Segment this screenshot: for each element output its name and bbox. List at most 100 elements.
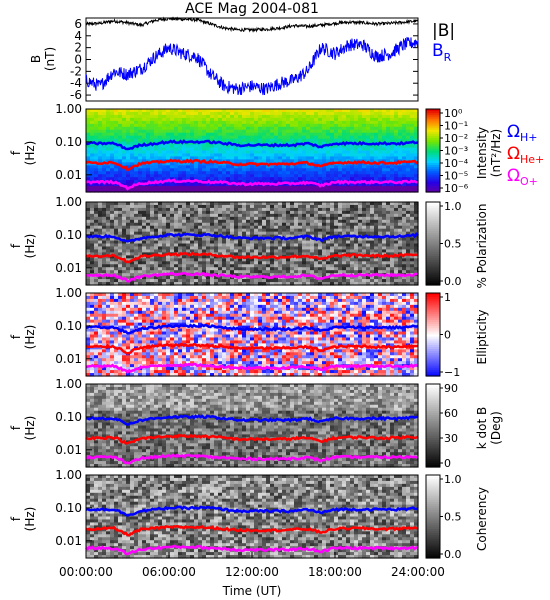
spectrogram-cell (406, 216, 411, 221)
spectrogram-cell (314, 228, 319, 233)
spectrogram-cell (242, 114, 247, 119)
spectrogram-cell (110, 222, 115, 227)
spectrogram-cell (378, 135, 383, 140)
spectrogram-cell (170, 174, 175, 178)
spectrogram-cell (286, 165, 291, 169)
spectrogram-cell (218, 129, 223, 134)
spectrogram-cell (118, 228, 123, 233)
spectrogram-cell (374, 129, 379, 134)
spectrogram-cell (190, 111, 195, 116)
spectrogram-cell (146, 135, 151, 140)
spectrogram-cell (334, 261, 339, 265)
spectrogram-cell (394, 159, 399, 163)
spectrogram-cell (386, 126, 391, 131)
spectrogram-cell (342, 240, 347, 245)
spectrogram-cell (398, 114, 403, 119)
spectrogram-cell (302, 204, 307, 209)
spectrogram-cell (402, 202, 407, 206)
spectrogram-cell (270, 153, 275, 158)
spectrogram-cell (338, 129, 343, 134)
spectrogram-cell (146, 243, 151, 248)
spectrogram-cell (302, 282, 307, 286)
spectrogram-cell (286, 219, 291, 224)
spectrogram-cell (258, 204, 263, 209)
spectrogram-cell (390, 183, 395, 187)
spectrogram-cell (162, 150, 167, 155)
spectrogram-cell (398, 213, 403, 218)
spectrogram-cell (206, 282, 211, 286)
spectrogram-cell (390, 153, 395, 158)
spectrogram-cell (394, 174, 399, 178)
spectrogram-cell (182, 141, 187, 146)
spectrogram-cell (346, 132, 351, 137)
spectrogram-cell (390, 177, 395, 181)
spectrogram-cell (306, 177, 311, 181)
spectrogram-cell (402, 264, 407, 268)
spectrogram-cell (234, 219, 239, 224)
spectrogram-cell (382, 117, 387, 122)
spectrogram-cell (194, 258, 199, 262)
spectrogram-cell (222, 228, 227, 233)
spectrogram-cell (134, 246, 139, 251)
spectrogram-cell (306, 202, 311, 206)
spectrogram-cell (254, 126, 259, 131)
spectrogram-cell (238, 159, 243, 163)
spectrogram-cell (298, 189, 303, 193)
spectrogram-cell (218, 174, 223, 178)
spectrogram-cell (358, 249, 363, 253)
spectrogram-cell (250, 282, 255, 286)
spectrogram-cell (322, 150, 327, 155)
spectrogram-cell (366, 237, 371, 242)
spectrogram-cell (346, 225, 351, 230)
spectrogram-cell (366, 276, 371, 280)
spectrogram-cell (382, 240, 387, 245)
spectrogram-cell (278, 237, 283, 242)
spectrogram-cell (334, 174, 339, 178)
spectrogram-cell (122, 234, 127, 239)
spectrogram-cell (106, 301, 111, 306)
spectrogram-cell (382, 261, 387, 265)
spectrogram-cell (306, 129, 311, 134)
spectrogram-cell (390, 147, 395, 152)
spectrogram-cell (98, 298, 103, 303)
spectrogram-cell (138, 228, 143, 233)
spectrogram-cell (162, 123, 167, 128)
spectrogram-cell (182, 202, 187, 206)
spectrogram-cell (218, 210, 223, 215)
spectrogram-cell (242, 210, 247, 215)
spectrogram-cell (146, 171, 151, 175)
spectrogram-cell (374, 225, 379, 230)
spectrogram-cell (178, 174, 183, 178)
spectrogram-cell (326, 264, 331, 268)
spectrogram-cell (238, 240, 243, 245)
spectrogram-cell (214, 243, 219, 248)
spectrogram-cell (90, 231, 95, 236)
spectrogram-cell (222, 264, 227, 268)
spectrogram-cell (294, 273, 299, 277)
spectrogram-cell (190, 228, 195, 233)
spectrogram-cell (210, 132, 215, 137)
spectrogram-cell (366, 264, 371, 268)
spectrogram-cell (126, 246, 131, 251)
spectrogram-cell (194, 162, 199, 166)
spectrogram-cell (94, 301, 99, 306)
spectrogram-cell (254, 135, 259, 140)
spectrogram-cell (230, 147, 235, 152)
spectrogram-cell (294, 210, 299, 215)
spectrogram-cell (90, 109, 95, 113)
spectrogram-cell (102, 114, 107, 119)
spectrogram-cell (206, 135, 211, 140)
spectrogram-cell (322, 207, 327, 212)
spectrogram-cell (346, 246, 351, 251)
spectrogram-cell (362, 213, 367, 218)
spectrogram-cell (278, 150, 283, 155)
spectrogram-cell (338, 279, 343, 283)
spectrogram-cell (282, 150, 287, 155)
spectrogram-cell (190, 249, 195, 253)
spectrogram-cell (262, 246, 267, 251)
spectrogram-cell (198, 168, 203, 172)
spectrogram-cell (150, 264, 155, 268)
spectrogram-cell (94, 228, 99, 233)
spectrogram-cell (214, 147, 219, 152)
colorbar-swatch (426, 218, 440, 222)
